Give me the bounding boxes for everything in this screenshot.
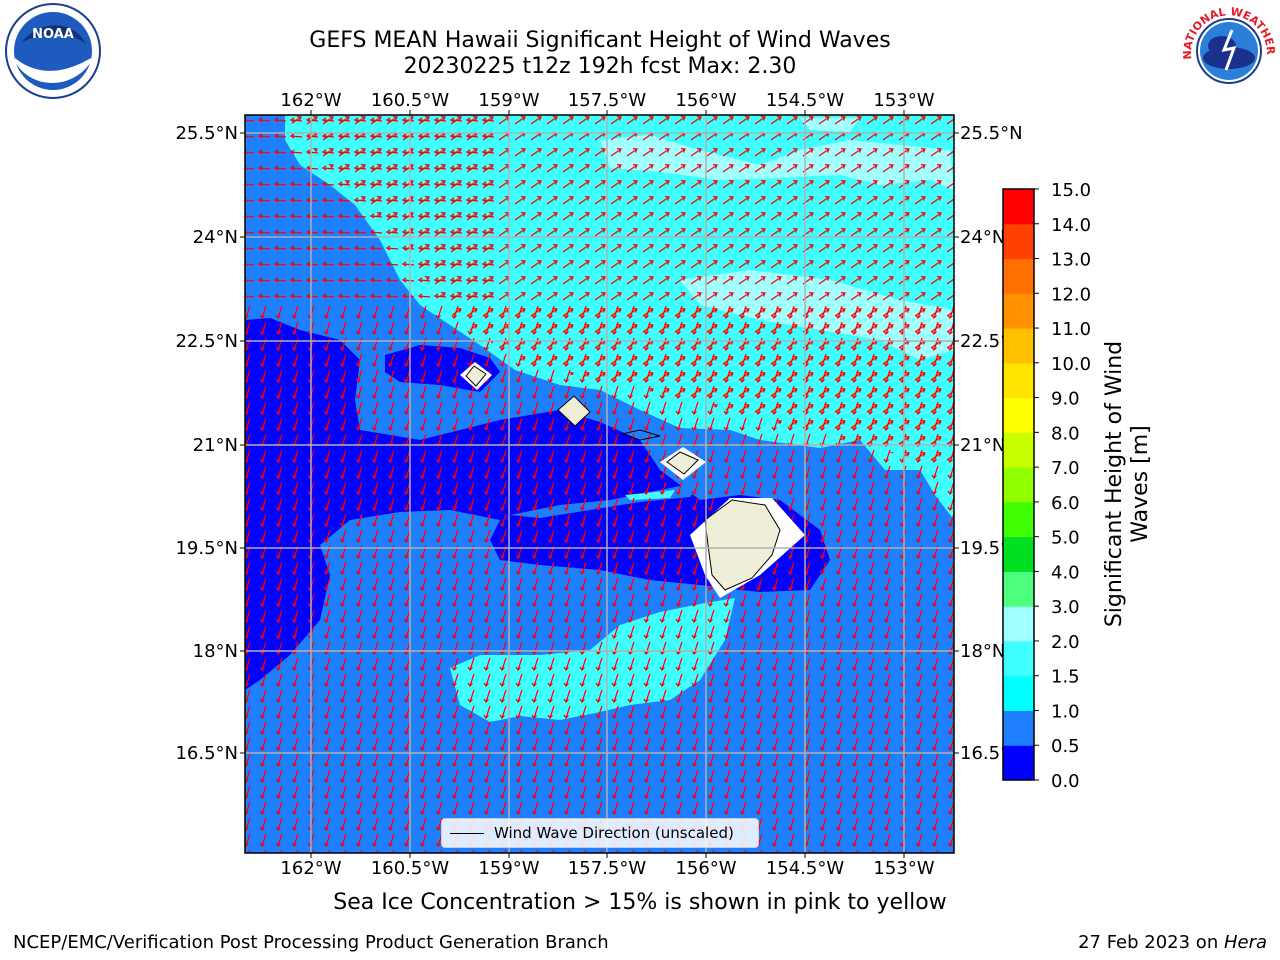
lon-label-top: 162°W (280, 90, 341, 111)
colorbar-bin (1003, 189, 1034, 225)
colorbar-bin (1003, 467, 1034, 503)
lon-label-top: 153°W (873, 90, 934, 111)
colorbar-bin (1003, 397, 1034, 433)
lat-label-left: 22.5°N (175, 331, 238, 352)
colorbar-frame (1002, 188, 1035, 781)
colorbar-tick-label: 7.0 (1051, 458, 1080, 479)
lat-label-left: 19.5°N (175, 538, 238, 559)
island-molokai (620, 429, 661, 441)
island-oahu (557, 395, 591, 427)
wind-arrows-west (245, 115, 495, 305)
map-title: GEFS MEAN Hawaii Significant Height of W… (309, 28, 891, 53)
nws-logo: NATIONAL WEATHER SERVICE (1180, 2, 1277, 97)
colorbar-tick-label: 12.0 (1051, 284, 1091, 305)
colorbar-tick-label: 14.0 (1051, 215, 1091, 236)
lon-label-bottom: 159°W (478, 858, 539, 879)
colorbar-bin (1003, 606, 1034, 642)
map-subtitle: 20230225 t12z 192h fcst Max: 2.30 (403, 54, 797, 79)
colorbar-tick-label: 11.0 (1051, 319, 1091, 340)
lat-label-right: 21°N (960, 435, 1005, 456)
colorbar-bin (1003, 223, 1034, 260)
footer-date-text: 27 Feb 2023 on (1078, 932, 1224, 953)
lat-label-left: 25.5°N (175, 123, 238, 144)
svg-text:NOAA: NOAA (32, 27, 74, 42)
lon-label-bottom: 154.5°W (766, 858, 845, 879)
lon-label-top: 154.5°W (766, 90, 845, 111)
colorbar-title: Significant Height of Wind Waves [m] (1102, 340, 1153, 628)
colorbar-bin (1003, 258, 1034, 294)
lat-label-right: 24°N (960, 227, 1005, 248)
colorbar-bin (1003, 745, 1034, 781)
colorbar-bin (1003, 432, 1034, 468)
colorbar-tick-label: 8.0 (1051, 423, 1080, 444)
colorbar-tick-label: 1.5 (1051, 667, 1080, 688)
colorbar-tick-label: 9.0 (1051, 389, 1080, 410)
sea-ice-note: Sea Ice Concentration > 15% is shown in … (333, 890, 947, 915)
colorbar-tick-label: 10.0 (1051, 354, 1091, 375)
colorbar-tick-label: 0.0 (1051, 771, 1080, 792)
legend-line-icon (450, 832, 484, 834)
colorbar-bin (1003, 501, 1034, 538)
lat-label-left: 21°N (193, 435, 238, 456)
colorbar-tick-label: 13.0 (1051, 250, 1091, 271)
colorbar-tick-label: 6.0 (1051, 493, 1080, 514)
footer-credit: NCEP/EMC/Verification Post Processing Pr… (13, 932, 609, 953)
lat-label-left: 16.5°N (175, 743, 238, 764)
lon-label-bottom: 153°W (873, 858, 934, 879)
lat-label-left: 24°N (193, 227, 238, 248)
colorbar-tick-label: 1.0 (1051, 701, 1080, 722)
lat-label-left: 18°N (193, 641, 238, 662)
colorbar-tick-label: 3.0 (1051, 597, 1080, 618)
lon-label-bottom: 160.5°W (371, 858, 450, 879)
colorbar-bin (1003, 640, 1034, 677)
island-maui-land (666, 451, 699, 475)
colorbar-tick-label: 0.5 (1051, 736, 1080, 757)
footer-host: Hera (1223, 932, 1267, 953)
island-kauai-land (465, 365, 487, 387)
gridlines (245, 115, 954, 853)
lon-label-bottom: 156°W (675, 858, 736, 879)
lon-label-top: 159°W (478, 90, 539, 111)
colorbar-bin (1003, 571, 1034, 607)
colorbar-tick-label: 4.0 (1051, 562, 1080, 583)
island-big-island (704, 499, 781, 591)
colorbar-bin (1003, 293, 1034, 329)
lon-label-top: 160.5°W (371, 90, 450, 111)
colorbar (1003, 189, 1034, 781)
map-frame (244, 114, 955, 854)
footer-date: 27 Feb 2023 on Hera (1078, 932, 1267, 953)
colorbar-bin (1003, 328, 1034, 364)
lat-label-right: 18°N (960, 641, 1005, 662)
lon-label-bottom: 162°W (280, 858, 341, 879)
colorbar-bin (1003, 362, 1034, 399)
lon-label-bottom: 157.5°W (568, 858, 647, 879)
lat-label-right: 25.5°N (960, 123, 1023, 144)
noaa-logo: NOAA (5, 3, 101, 99)
colorbar-bin (1003, 710, 1034, 746)
colorbar-tick-label: 5.0 (1051, 528, 1080, 549)
wind-arrows-south (245, 305, 954, 853)
legend-label: Wind Wave Direction (unscaled) (494, 824, 734, 842)
colorbar-tick-label: 2.0 (1051, 632, 1080, 653)
colorbar-bin (1003, 536, 1034, 572)
lon-label-top: 157.5°W (568, 90, 647, 111)
colorbar-bin (1003, 675, 1034, 711)
colorbar-tick-label: 15.0 (1051, 180, 1091, 201)
map-legend: Wind Wave Direction (unscaled) (441, 818, 759, 848)
lon-label-top: 156°W (675, 90, 736, 111)
